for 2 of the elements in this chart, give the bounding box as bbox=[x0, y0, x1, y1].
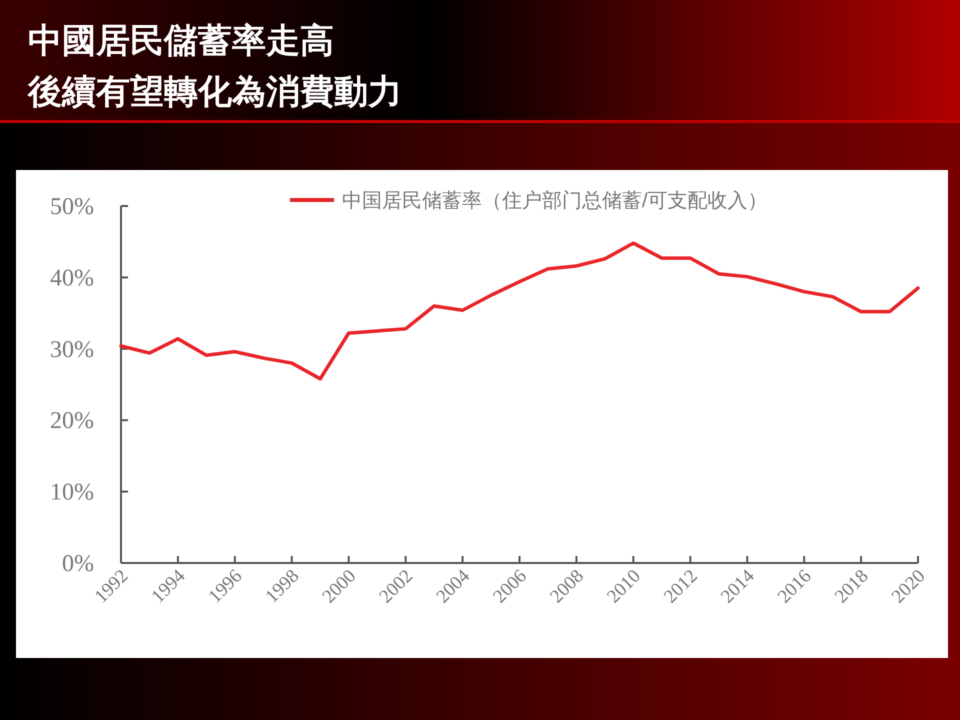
title: 中國居民儲蓄率走高 bbox=[28, 22, 334, 60]
subtitle: 後續有望轉化為消費動力 bbox=[28, 73, 402, 111]
